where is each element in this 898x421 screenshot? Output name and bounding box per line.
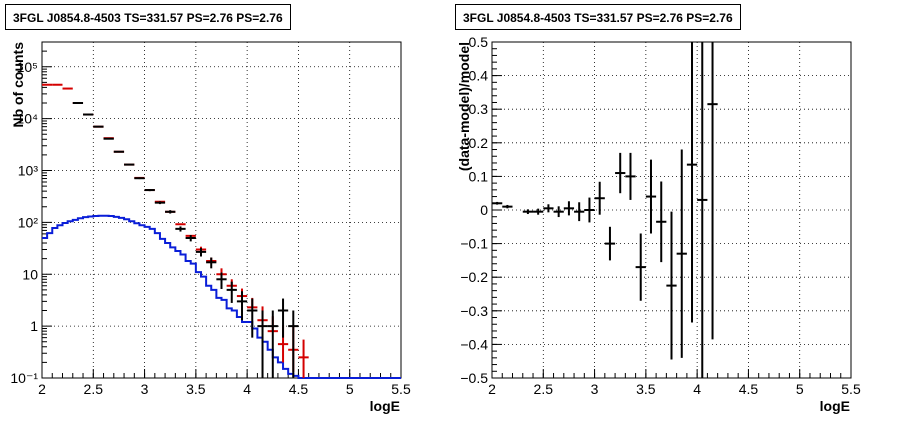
x-axis-title: logE <box>370 398 400 414</box>
y-tick-label: 0.1 <box>469 168 489 184</box>
x-tick-label: 5 <box>346 381 354 397</box>
y-tick-label: 0.5 <box>469 34 489 50</box>
y-tick-labels: 10⁻¹ 1 10 10² 10³ 10⁴ 10⁵ <box>10 59 38 386</box>
x-tick-label: 5.5 <box>841 381 861 397</box>
y-tick-label: 10⁵ <box>17 59 38 75</box>
x-tick-label: 3 <box>591 381 599 397</box>
x-tick-label: 3.5 <box>186 381 206 397</box>
grid-lines <box>492 42 851 378</box>
x-tick-label: 3.5 <box>636 381 656 397</box>
y-axis-title: Nb of counts <box>10 42 26 128</box>
x-tick-label: 5.5 <box>391 381 411 397</box>
y-axis-title: (data-model)/model <box>456 42 472 171</box>
x-tick-label: 4.5 <box>289 381 309 397</box>
axis-ticks <box>41 41 402 379</box>
data-series <box>72 102 299 378</box>
x-tick-labels: 2 2.5 3 3.5 4 4.5 5 5.5 <box>488 381 861 397</box>
axis-ticks <box>491 41 852 379</box>
x-tick-label: 5 <box>796 381 804 397</box>
x-tick-label: 2 <box>488 381 496 397</box>
right-plot-title: 3FGL J0854.8-4503 TS=331.57 PS=2.76 PS=2… <box>455 4 741 30</box>
y-tick-label: 0 <box>480 202 488 218</box>
y-tick-label: 1 <box>30 318 38 334</box>
grid-lines <box>42 42 401 378</box>
x-tick-labels: 2 2.5 3 3.5 4 4.5 5 5.5 <box>38 381 411 397</box>
residual-series <box>492 42 718 378</box>
x-tick-label: 2.5 <box>534 381 554 397</box>
y-tick-label: −0.3 <box>460 303 488 319</box>
x-tick-label: 4 <box>693 381 701 397</box>
x-tick-label: 4 <box>243 381 251 397</box>
y-tick-label: 10⁴ <box>16 111 38 127</box>
x-tick-label: 4.5 <box>739 381 759 397</box>
left-plot-title: 3FGL J0854.8-4503 TS=331.57 PS=2.76 PS=2… <box>5 4 291 30</box>
y-tick-label: −0.1 <box>460 236 488 252</box>
y-tick-label: −0.2 <box>460 269 488 285</box>
y-tick-label: 0.3 <box>469 101 489 117</box>
x-tick-label: 3 <box>141 381 149 397</box>
y-tick-label: 10² <box>18 214 39 230</box>
y-tick-label: 10⁻¹ <box>10 370 38 386</box>
plot-frame <box>41 41 402 379</box>
x-tick-label: 2 <box>38 381 46 397</box>
model-series <box>42 83 309 378</box>
residuals-plot: 2 2.5 3 3.5 4 4.5 5 5.5 −0.5 −0.4 −0.3 −0.2 −0.1 0 0.… <box>456 34 861 414</box>
y-tick-label: 0.2 <box>469 135 489 151</box>
y-tick-label: −0.5 <box>460 370 488 386</box>
y-tick-label: −0.4 <box>460 336 488 352</box>
x-tick-label: 2.5 <box>84 381 104 397</box>
y-tick-label: 10 <box>22 266 38 282</box>
x-axis-title: logE <box>820 398 850 414</box>
counts-plot: 2 2.5 3 3.5 4 4.5 5 5.5 10⁻¹ 1 10 10² 10³ 10⁴ 10⁵ log… <box>10 41 411 414</box>
y-tick-label: 0.4 <box>469 68 489 84</box>
y-tick-labels: −0.5 −0.4 −0.3 −0.2 −0.1 0 0.1 0.2 0.3 0.4 0.5 <box>460 34 488 386</box>
source-histogram <box>42 214 401 379</box>
y-tick-label: 10³ <box>18 163 39 179</box>
source-series <box>42 214 401 379</box>
